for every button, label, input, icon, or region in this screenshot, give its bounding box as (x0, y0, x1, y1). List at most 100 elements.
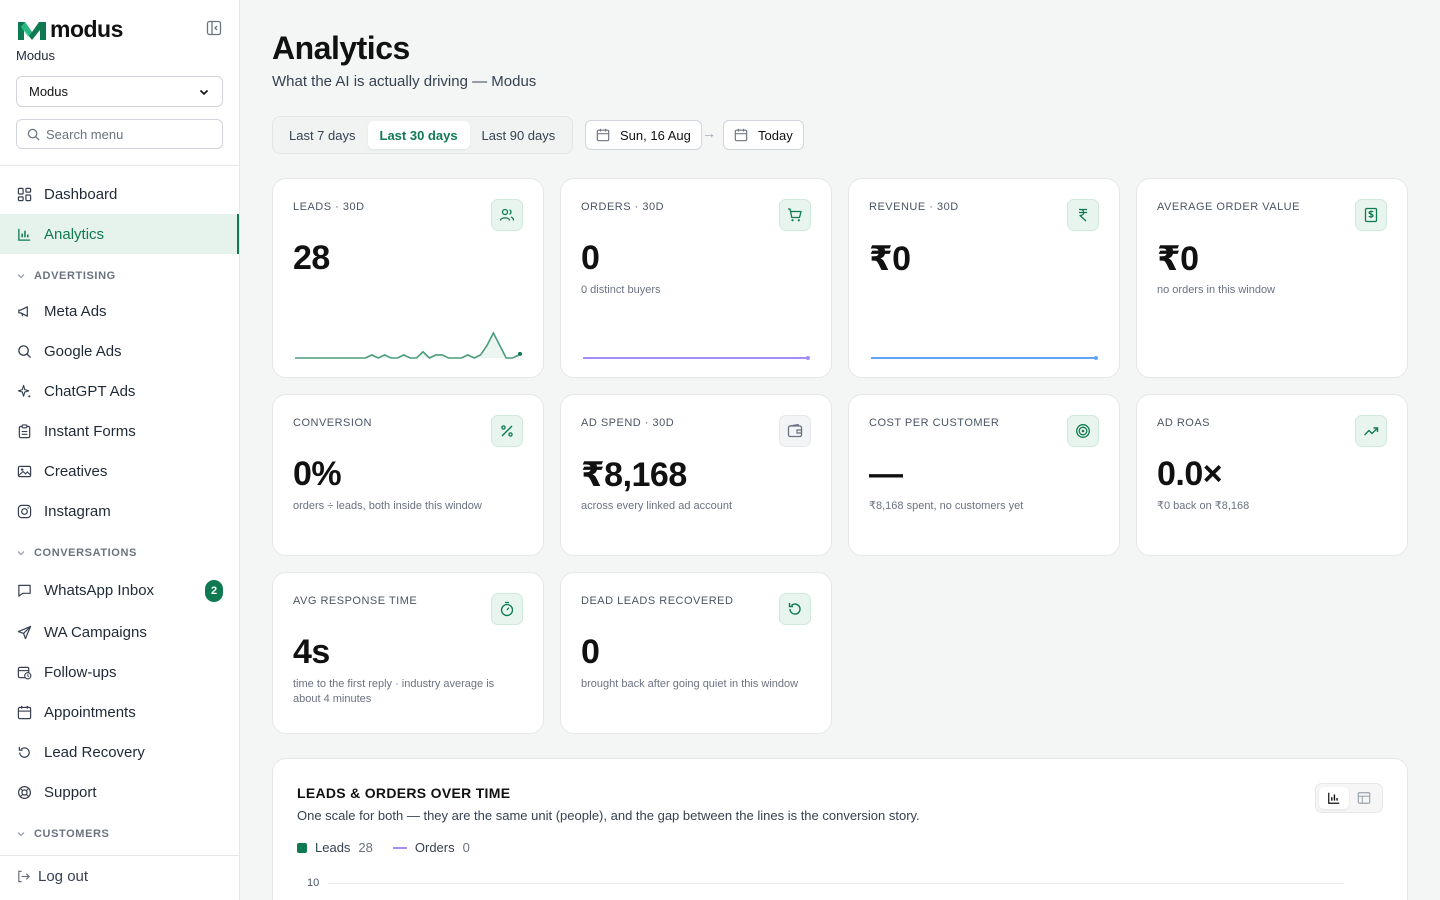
leads-card[interactable]: LEADS · 30D 28 (272, 178, 544, 378)
sparkles-icon (16, 383, 32, 399)
search-menu-input[interactable] (46, 126, 216, 142)
calendar-clock-icon (16, 664, 32, 680)
date-range-arrow: → (702, 125, 716, 141)
card-label: AD ROAS (1157, 417, 1211, 429)
cost-per-customer-card[interactable]: COST PER CUSTOMER — ₹8,168 spent, no cus… (848, 394, 1120, 556)
nav-section-conversations[interactable]: CONVERSATIONS (16, 547, 137, 559)
card-value: — (869, 455, 903, 493)
table-icon (1357, 792, 1371, 804)
users-icon (491, 199, 523, 231)
date-to-button[interactable]: Today (723, 120, 804, 150)
conversion-card[interactable]: CONVERSION 0% orders ÷ leads, both insid… (272, 394, 544, 556)
send-icon (16, 624, 32, 640)
unread-badge: 2 (205, 580, 223, 602)
page-subtitle: What the AI is actually driving — Modus (272, 73, 537, 90)
card-value: 0 (581, 633, 600, 671)
chart-title: LEADS & ORDERS OVER TIME (297, 785, 511, 801)
page-title: Analytics (272, 30, 410, 66)
orders-card[interactable]: ORDERS · 30D 0 0 distinct buyers (560, 178, 832, 378)
search-icon (27, 128, 40, 141)
nav-label: Analytics (44, 225, 105, 243)
nav-item-support[interactable]: Support (0, 772, 239, 812)
banknote-icon (1355, 199, 1387, 231)
target-icon (1067, 415, 1099, 447)
nav-label: Lead Recovery (44, 743, 145, 761)
workspace-select[interactable]: Modus (16, 76, 223, 107)
brand-logo[interactable]: modus (16, 16, 123, 43)
revenue-card[interactable]: REVENUE · 30D ₹0 (848, 178, 1120, 378)
logout-label: Log out (38, 868, 89, 885)
nav-item-dashboard[interactable]: Dashboard (0, 174, 239, 214)
ad-spend-card[interactable]: AD SPEND · 30D ₹8,168 across every linke… (560, 394, 832, 556)
sidebar-divider (0, 165, 239, 166)
instagram-icon (16, 503, 32, 519)
card-value: 0 (581, 239, 600, 277)
card-note: orders ÷ leads, both inside this window (293, 500, 482, 512)
nav-label: Instant Forms (44, 422, 136, 440)
chevron-down-icon (17, 274, 25, 279)
ad-roas-card[interactable]: AD ROAS 0.0× ₹0 back on ₹8,168 (1136, 394, 1408, 556)
nav-label: Follow-ups (44, 663, 117, 681)
collapse-sidebar-icon[interactable] (206, 20, 222, 36)
nav-item-creatives[interactable]: Creatives (0, 451, 239, 491)
chevron-down-icon (17, 551, 25, 556)
card-label: REVENUE · 30D (869, 201, 959, 213)
wallet-icon (779, 415, 811, 447)
nav-item-analytics[interactable]: Analytics (0, 214, 239, 254)
chart-view-button[interactable] (1319, 787, 1349, 809)
card-note: time to the first reply · industry avera… (293, 678, 495, 705)
card-note: no orders in this window (1157, 284, 1276, 296)
card-label: AVERAGE ORDER VALUE (1157, 201, 1300, 213)
logo-mark-icon (18, 21, 46, 40)
legend-label-orders[interactable]: Orders (414, 840, 455, 855)
section-label: CONVERSATIONS (34, 547, 137, 559)
logout-button[interactable]: Log out (16, 868, 88, 885)
leads-sparkline-line (295, 331, 520, 359)
card-note: ₹8,168 spent, no customers yet (869, 500, 1024, 512)
card-note: brought back after going quiet in this w… (581, 678, 799, 690)
nav-section-customers[interactable]: CUSTOMERS (16, 828, 109, 840)
nav-label: Creatives (44, 462, 108, 480)
calendar-icon (734, 128, 748, 142)
rotate-icon (779, 593, 811, 625)
search-menu-field[interactable] (16, 119, 223, 149)
workspace-select-value: Modus (29, 84, 69, 99)
nav-item-whatsapp-inbox[interactable]: WhatsApp Inbox 2 (0, 570, 239, 610)
card-value: ₹8,168 (581, 456, 687, 494)
avg-response-time-card[interactable]: AVG RESPONSE TIME 4s time to the first r… (272, 572, 544, 734)
nav-item-google-ads[interactable]: Google Ads (0, 331, 239, 371)
sidebar-bottom-divider (0, 855, 239, 856)
tab-last-90-days[interactable]: Last 90 days (481, 127, 556, 143)
card-label: AD SPEND · 30D (581, 417, 675, 429)
average-order-value-card[interactable]: AVERAGE ORDER VALUE ₹0 no orders in this… (1136, 178, 1408, 378)
nav-item-wa-campaigns[interactable]: WA Campaigns (0, 612, 239, 652)
logo-text: modus (50, 16, 123, 42)
nav-item-follow-ups[interactable]: Follow-ups (0, 652, 239, 692)
nav-item-appointments[interactable]: Appointments (0, 692, 239, 732)
tab-last-30-days[interactable]: Last 30 days (367, 121, 470, 149)
chevron-down-icon (17, 832, 25, 837)
table-view-button[interactable] (1349, 787, 1379, 809)
nav-item-meta-ads[interactable]: Meta Ads (0, 291, 239, 331)
legend-label-leads[interactable]: Leads (315, 840, 351, 855)
nav-item-instagram[interactable]: Instagram (0, 491, 239, 531)
legend-swatch-leads (297, 842, 307, 853)
tab-last-7-days[interactable]: Last 7 days (289, 127, 356, 143)
nav-label: Dashboard (44, 185, 118, 203)
card-label: COST PER CUSTOMER (869, 417, 1000, 429)
dead-leads-recovered-card[interactable]: DEAD LEADS RECOVERED 0 brought back afte… (560, 572, 832, 734)
nav-item-lead-recovery[interactable]: Lead Recovery (0, 732, 239, 772)
nav-label: Google Ads (44, 342, 122, 360)
nav-section-advertising[interactable]: ADVERTISING (16, 270, 116, 282)
date-from-button[interactable]: Sun, 16 Aug (585, 120, 702, 150)
sidebar: modus Modus Modus Dashboard Analytics AD… (0, 0, 240, 900)
nav-label: WhatsApp Inbox (44, 581, 155, 599)
nav-item-chatgpt-ads[interactable]: ChatGPT Ads (0, 371, 239, 411)
chevron-down-icon (199, 89, 209, 95)
dashboard-icon (16, 186, 32, 202)
nav-item-instant-forms[interactable]: Instant Forms (0, 411, 239, 451)
leads-sparkline (295, 331, 522, 359)
rotate-ccw-icon (16, 744, 32, 760)
percent-icon (491, 415, 523, 447)
nav-label: Appointments (44, 703, 136, 721)
